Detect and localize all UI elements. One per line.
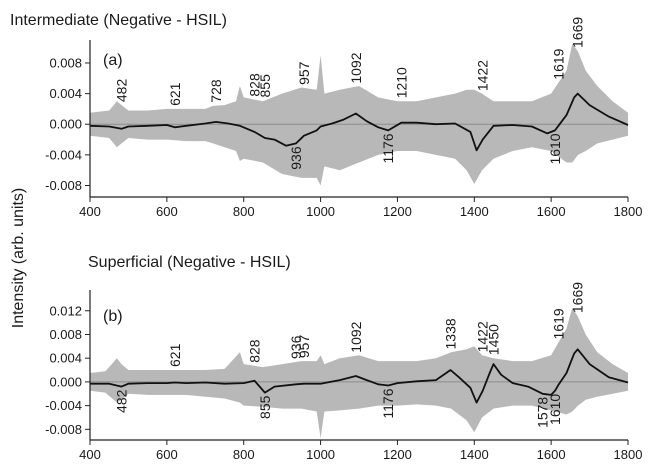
panel-a-y-tick-label: 0.008 bbox=[49, 55, 82, 70]
panel-a-peak-label: 482 bbox=[114, 79, 130, 103]
panel-b-peak-label: 855 bbox=[257, 395, 273, 419]
panel-a: Intermediate (Negative - HSIL) 400 600 800… bbox=[10, 12, 642, 219]
panel-b-x-tick-label: 1400 bbox=[460, 447, 489, 462]
panel-b-peak-label: 1669 bbox=[570, 282, 586, 313]
panel-a-peak-label: 621 bbox=[167, 82, 183, 106]
panel-b-x-tick-label: 800 bbox=[233, 447, 255, 462]
panel-b-x-tick-label: 600 bbox=[156, 447, 178, 462]
panel-a-peak-label: 1422 bbox=[475, 60, 491, 91]
panel-b-peak-label: 1092 bbox=[348, 321, 364, 352]
panel-b-peak-label: 482 bbox=[114, 389, 130, 413]
panel-b-label: (b) bbox=[103, 308, 123, 325]
panel-b-difference-line bbox=[90, 348, 629, 404]
panel-a-x-tick-label: 1600 bbox=[537, 204, 566, 219]
panel-a-y-tick-label: -0.004 bbox=[45, 147, 82, 162]
panel-a-y-tick-label: 0.000 bbox=[49, 117, 82, 132]
panel-b-peak-label: 1610 bbox=[547, 394, 563, 425]
panel-b-x-tick-label: 1600 bbox=[537, 447, 566, 462]
panel-b-x-tick-label: 1800 bbox=[614, 447, 643, 462]
panel-a-peak-label: 728 bbox=[208, 79, 224, 103]
y-axis-label: Intensity (arb. units) bbox=[10, 188, 27, 329]
panel-a-x-tick-label: 1000 bbox=[306, 204, 335, 219]
panel-b-y-tick-label: -0.004 bbox=[45, 398, 82, 413]
panel-a-difference-line bbox=[89, 92, 629, 152]
panel-a-x-tick-label: 1400 bbox=[460, 204, 489, 219]
panel-a-x-tick-label: 800 bbox=[233, 204, 255, 219]
panel-b-title: Superficial (Negative - HSIL) bbox=[88, 254, 291, 271]
panel-a-peak-label: 1610 bbox=[547, 133, 563, 164]
panel-a-peak-label: 936 bbox=[288, 146, 304, 170]
panel-b-y-tick-label: 0.004 bbox=[49, 351, 82, 366]
panel-a-peak-label: 1210 bbox=[393, 67, 409, 98]
panel-b-sd-band bbox=[90, 307, 628, 439]
panel-b: Superficial (Negative - HSIL) 400 600 800 1… bbox=[45, 254, 642, 462]
panel-a-x-tick-label: 600 bbox=[156, 204, 178, 219]
panel-b-y-tick-label: -0.008 bbox=[45, 422, 82, 437]
panel-b-peak-label: 1450 bbox=[486, 324, 502, 355]
panel-a-peak-label: 855 bbox=[257, 74, 273, 98]
panel-a-x-tick-label: 1800 bbox=[614, 204, 643, 219]
panel-b-y-tick-label: 0.000 bbox=[49, 374, 82, 389]
panel-a-x-tick-label: 1200 bbox=[383, 204, 412, 219]
panel-b-y-tick-label: 0.008 bbox=[49, 327, 82, 342]
panel-b-x-tick-label: 1000 bbox=[306, 447, 335, 462]
panel-b-peak-label: 1422 bbox=[475, 321, 491, 352]
panel-a-y-tick-label: -0.008 bbox=[45, 178, 82, 193]
panel-b-y-tick-label: 0.012 bbox=[49, 303, 82, 318]
panel-a-peak-label: 1092 bbox=[348, 52, 364, 83]
panel-a-peak-label: 1669 bbox=[570, 17, 586, 48]
panel-a-x-tick-label: 400 bbox=[79, 204, 101, 219]
panel-b-x-tick-label: 400 bbox=[79, 447, 101, 462]
panel-b-peak-label: 936 bbox=[288, 335, 304, 359]
panel-b-peak-label: 1338 bbox=[443, 318, 459, 349]
panel-b-peak-label: 1619 bbox=[550, 308, 566, 339]
panel-a-label: (a) bbox=[103, 52, 123, 69]
panel-a-y-tick-label: 0.004 bbox=[49, 86, 82, 101]
panel-b-peak-label: 1176 bbox=[380, 388, 396, 418]
panel-a-title: Intermediate (Negative - HSIL) bbox=[10, 12, 227, 29]
panel-b-x-tick-label: 1200 bbox=[383, 447, 412, 462]
panel-b-peak-label: 828 bbox=[247, 339, 263, 363]
panel-a-peak-label: 1619 bbox=[550, 48, 566, 79]
panel-a-peak-label: 957 bbox=[296, 61, 312, 85]
panel-a-peak-label: 828 bbox=[247, 73, 263, 97]
panel-b-peak-label: 957 bbox=[296, 335, 312, 359]
panel-b-peak-label: 621 bbox=[167, 343, 183, 367]
panel-b-peak-label: 1578 bbox=[535, 397, 551, 428]
panel-a-peak-label: 1176 bbox=[380, 133, 396, 163]
